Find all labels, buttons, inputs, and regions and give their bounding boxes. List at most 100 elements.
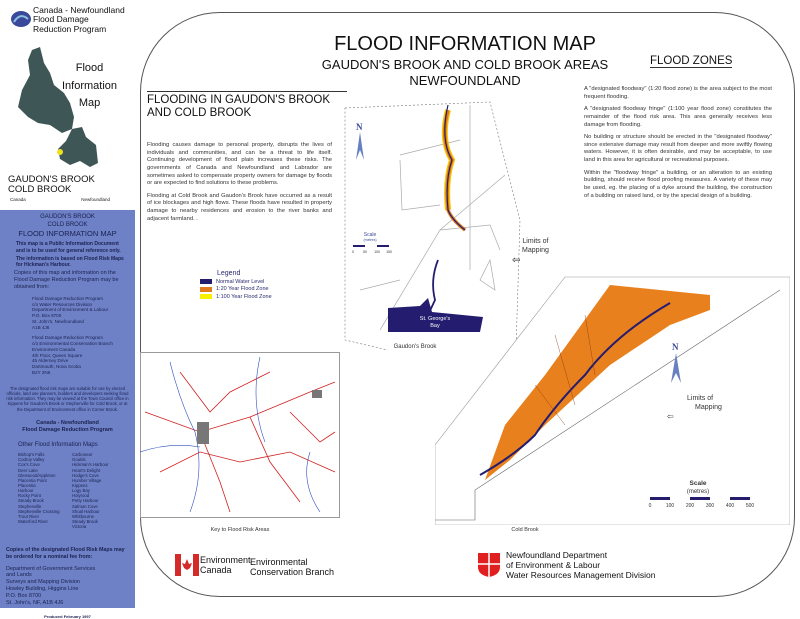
environment-canada-label: Environment Canada xyxy=(200,555,251,576)
list-line: Steady Brook xyxy=(18,498,44,504)
copies-risk-text: Copies of the designated Flood Risk Maps… xyxy=(6,547,125,560)
bay-label: St. George's xyxy=(420,316,451,322)
list-line: Rocky Point xyxy=(18,493,41,499)
panel-area-line: COLD BROOK xyxy=(47,221,88,228)
legend-label: Normal Water Level xyxy=(216,278,265,285)
list-line: Flood Damage Reduction Program xyxy=(32,335,103,341)
legend-item: Normal Water Level xyxy=(200,279,272,285)
flood-zone-20 xyxy=(485,285,710,480)
program-line: Canada - Newfoundland xyxy=(33,5,125,15)
list-line: Bishop's Falls xyxy=(18,452,45,458)
list-line: Whitbourne xyxy=(72,513,94,519)
list-line: Glenwood/Appleton xyxy=(18,472,56,478)
program-line: Flood Damage Reduction Program xyxy=(22,426,113,433)
list-line: Department of Environment & Labour xyxy=(32,307,109,313)
list-line: Holyrood xyxy=(72,493,90,499)
panel-heading: FLOOD INFORMATION MAP xyxy=(18,229,117,238)
main-poster-frame xyxy=(140,12,795,597)
scale-units: (metres) xyxy=(687,489,709,495)
limits-line: Limits of xyxy=(687,395,713,402)
program-name: Canada - Newfoundland Flood Damage Reduc… xyxy=(33,5,125,34)
subtitle-line: GAUDON'S BROOK AND COLD BROOK AREAS xyxy=(321,57,609,72)
list-line: B2Y 2N6 xyxy=(32,369,51,375)
page-title: FLOOD INFORMATION MAP xyxy=(334,33,596,55)
limits-line: Mapping xyxy=(522,247,549,255)
scale-tick: 100 xyxy=(374,250,380,254)
key-to-flood-risk-map xyxy=(140,352,340,518)
list-line: c/o Environmental Conservation Branch xyxy=(32,341,113,347)
scale-bar xyxy=(650,497,750,500)
scale-tick: 0 xyxy=(352,250,354,254)
paragraph: A "designated floodway fringe" (1:100 ye… xyxy=(584,106,772,128)
gaudons-limits-label: Limits of Mapping xyxy=(522,237,549,255)
paragraph: Within the "floodway fringe" a building,… xyxy=(584,169,772,199)
north-arrow-icon xyxy=(356,132,364,160)
scale-ticks: 0 50 100 150 xyxy=(352,250,392,254)
scale-title: Scale xyxy=(690,480,707,487)
canada-flag-icon xyxy=(175,554,199,576)
list-line: Placentia xyxy=(18,482,36,488)
list-line: Stephenville Crossing xyxy=(18,508,60,514)
list-line: St. John's, NF, A1B 4J6 xyxy=(6,599,64,606)
flood-zones-text: A "designated floodway" (1:20 flood zone… xyxy=(584,86,772,205)
subtitle-line: NEWFOUNDLAND xyxy=(409,72,521,88)
gaudons-brook-map: St. George's Bay N Scale (metres) 0 50 1… xyxy=(344,101,521,350)
flood-risk-area xyxy=(197,422,209,444)
list-line: Steady Brook xyxy=(72,519,98,525)
program-logo-icon xyxy=(11,11,31,27)
panel-area: GAUDON'S BROOK COLD BROOK xyxy=(6,214,129,229)
program-line: Canada - Newfoundland xyxy=(36,419,99,426)
scale-units: (metres) xyxy=(363,238,376,242)
page-subtitle: GAUDON'S BROOK AND COLD BROOK AREAS NEWF… xyxy=(140,57,790,88)
roads xyxy=(144,371,336,513)
lower-brook xyxy=(427,259,439,316)
scale-tick: 0 xyxy=(649,503,652,509)
list-line: Goulds xyxy=(72,457,86,463)
paragraph: No building or structure should be erect… xyxy=(584,134,772,164)
list-line: Carbonear xyxy=(72,452,93,458)
limits-line: Mapping xyxy=(695,404,722,411)
copies-text: Copies of this map and information on th… xyxy=(14,270,119,291)
list-line: Trout River xyxy=(18,513,40,519)
scale-tick: 50 xyxy=(363,250,367,254)
scale-title: Scale xyxy=(364,232,377,238)
area-line: COLD BROOK xyxy=(8,184,72,196)
address-surveys: Department of Government Services and Lan… xyxy=(6,566,129,607)
legend-swatch xyxy=(200,286,212,292)
location-marker xyxy=(57,149,63,155)
list-line: Hickman's Harbour xyxy=(72,462,109,468)
list-line: Shoal Harbour xyxy=(72,508,100,514)
cold-brook-map: N Scale (metres) 0 100 200 300 400 500 L… xyxy=(435,276,790,525)
program-line: Flood Damage xyxy=(33,14,89,25)
list-line: and Lands xyxy=(6,572,32,579)
list-line: Harbour xyxy=(18,488,34,494)
list-line: A1B 4J6 xyxy=(32,324,50,330)
flood-risk-area xyxy=(312,390,322,398)
sidebar-header: Canada - Newfoundland Flood Damage Reduc… xyxy=(0,0,135,210)
footer-line: Environment xyxy=(200,555,251,565)
map-title-line: Information xyxy=(62,79,118,92)
north-arrow-label: N xyxy=(356,122,363,132)
address-provincial: Flood Damage Reduction Program c/o Water … xyxy=(6,296,129,330)
legend-item: 1:20 Year Flood Zone xyxy=(200,286,272,292)
area-line: GAUDON'S BROOK xyxy=(8,174,95,185)
newfoundland-department-label: Newfoundland Department of Environment &… xyxy=(506,550,655,580)
legend-item: 1:100 Year Flood Zone xyxy=(200,294,272,300)
list-line: Department of Government Services xyxy=(6,565,96,572)
list-line: St. John's, Newfoundland xyxy=(32,318,84,324)
list-line: P.O. Box 8700 xyxy=(6,593,42,600)
bay-label: Bay xyxy=(430,323,440,329)
scale-tick: 150 xyxy=(386,250,392,254)
limits-line: Limits of xyxy=(522,238,549,245)
map-title-line: Flood xyxy=(75,62,104,74)
cold-brook-caption: Cold Brook xyxy=(511,527,539,533)
paragraph: A "designated floodway" (1:20 flood zone… xyxy=(584,86,772,100)
list-line: Waterford River xyxy=(18,519,48,525)
list-line: c/o Water Resources Division xyxy=(32,301,93,307)
designated-maps-text: The designated flood risk maps are suita… xyxy=(6,385,129,412)
list-line: Deer Lake xyxy=(18,467,38,473)
newfoundland-wordmark: Newfoundland xyxy=(81,197,110,202)
flooding-heading: FLOODING IN GAUDON'S BROOK AND COLD BROO… xyxy=(147,91,347,120)
list-line: Cox's Cove xyxy=(18,462,40,468)
footer-line: Canada xyxy=(200,565,232,576)
